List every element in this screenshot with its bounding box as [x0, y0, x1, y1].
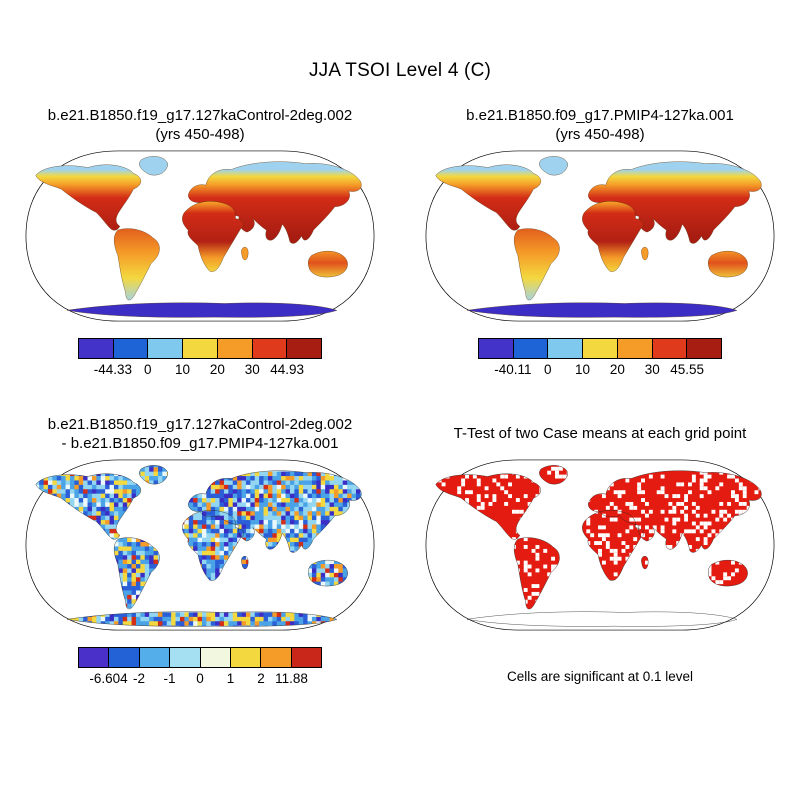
panel-pmip4-title: b.e21.B1850.f09_g17.PMIP4-127ka.001 (yrs…: [466, 104, 734, 146]
colorbar-tick-label: 20: [209, 362, 225, 377]
colorbar-tick-label: 0: [143, 362, 152, 377]
colorbar-labels: -44.33 0 10 20 30 44.93: [78, 362, 322, 379]
colorbar-strip: [78, 338, 322, 359]
panel-grid: b.e21.B1850.f19_g17.127kaControl-2deg.00…: [0, 104, 800, 688]
colorbar-strip: [478, 338, 722, 359]
colorbar-segment: [147, 339, 183, 358]
colorbar-segment: [169, 648, 200, 667]
map-difference: [25, 459, 375, 631]
map-control: [25, 150, 375, 322]
colorbar-tick-label: 11.88: [275, 671, 308, 686]
colorbar-segment: [79, 339, 113, 358]
map-pmip4: [425, 150, 775, 322]
colorbar-segment: [582, 339, 617, 358]
colorbar-difference: -6.604 -2 -1 0 1 2 11.88: [78, 647, 322, 688]
significance-note: Cells are significant at 0.1 level: [506, 669, 694, 684]
colorbar-segment: [112, 339, 148, 358]
colorbar-control: -44.33 0 10 20 30 44.93: [78, 338, 322, 379]
australia-shape: [707, 250, 749, 278]
colorbar-segment: [651, 339, 687, 358]
colorbar-tick-label: 2: [257, 671, 265, 686]
panel-ttest-title: T-Test of two Case means at each grid po…: [454, 413, 747, 455]
colorbar-segment: [79, 648, 109, 667]
colorbar-tick-label: 30: [644, 362, 660, 377]
colorbar-tick-label: 45.55: [670, 362, 705, 377]
colorbar-tick-label: -6.604: [89, 671, 128, 686]
panel-control-title: b.e21.B1850.f19_g17.127kaControl-2deg.00…: [48, 104, 352, 146]
colorbar-segment: [138, 648, 170, 667]
colorbar-segment: [479, 339, 513, 358]
panel-difference-title: b.e21.B1850.f19_g17.127kaControl-2deg.00…: [48, 413, 352, 455]
colorbar-segment: [260, 648, 291, 667]
colorbar-tick-label: -40.11: [494, 362, 532, 377]
colorbar-tick-label: 0: [543, 362, 552, 377]
colorbar-tick-label: 1: [226, 671, 235, 686]
colorbar-segment: [512, 339, 548, 358]
colorbar-segment: [616, 339, 652, 358]
colorbar-segment: [290, 648, 321, 667]
figure-title: JJA TSOI Level 4 (C): [308, 60, 492, 81]
colorbar-segment: [182, 339, 217, 358]
colorbar-segment: [547, 339, 583, 358]
colorbar-tick-label: 44.93: [270, 362, 305, 377]
colorbar-segment: [199, 648, 230, 667]
panel-title-line1: T-Test of two Case means at each grid po…: [453, 425, 747, 443]
colorbar-tick-label: 10: [575, 362, 591, 377]
colorbar-strip: [78, 647, 322, 668]
panel-title-line2: - b.e21.B1850.f09_g17.PMIP4-127ka.001: [61, 435, 339, 452]
colorbar-tick-label: 0: [196, 671, 204, 686]
panel-title-line1: b.e21.B1850.f19_g17.127kaControl-2deg.00…: [47, 106, 353, 124]
colorbar-labels: -40.11 0 10 20 30 45.55: [478, 362, 722, 379]
panel-title-line1: b.e21.B1850.f09_g17.PMIP4-127ka.001: [466, 106, 734, 124]
panel-pmip4: b.e21.B1850.f09_g17.PMIP4-127ka.001 (yrs…: [400, 104, 800, 379]
panel-difference: b.e21.B1850.f19_g17.127kaControl-2deg.00…: [0, 413, 400, 688]
colorbar-tick-label: 30: [244, 362, 260, 377]
colorbar-tick-label: -1: [163, 671, 176, 686]
colorbar-segment: [286, 339, 322, 358]
colorbar-tick-label: 10: [175, 362, 191, 377]
colorbar-segment: [216, 339, 252, 358]
panel-title-line2: (yrs 450-498): [155, 126, 245, 143]
map-ttest: [425, 459, 775, 631]
panel-ttest: T-Test of two Case means at each grid po…: [400, 413, 800, 688]
australia-shape: [307, 250, 349, 278]
colorbar-tick-label: -2: [132, 671, 146, 686]
panel-title-line1: b.e21.B1850.f19_g17.127kaControl-2deg.00…: [47, 415, 353, 433]
colorbar-segment: [229, 648, 261, 667]
colorbar-segment: [251, 339, 287, 358]
panel-title-line2: (yrs 450-498): [555, 126, 645, 143]
colorbar-labels: -6.604 -2 -1 0 1 2 11.88: [78, 671, 322, 688]
colorbar-pmip4: -40.11 0 10 20 30 45.55: [478, 338, 722, 379]
colorbar-segment: [686, 339, 722, 358]
colorbar-segment: [108, 648, 139, 667]
colorbar-tick-label: -44.33: [93, 362, 132, 377]
panel-control: b.e21.B1850.f19_g17.127kaControl-2deg.00…: [0, 104, 400, 379]
colorbar-tick-label: 20: [609, 362, 625, 377]
